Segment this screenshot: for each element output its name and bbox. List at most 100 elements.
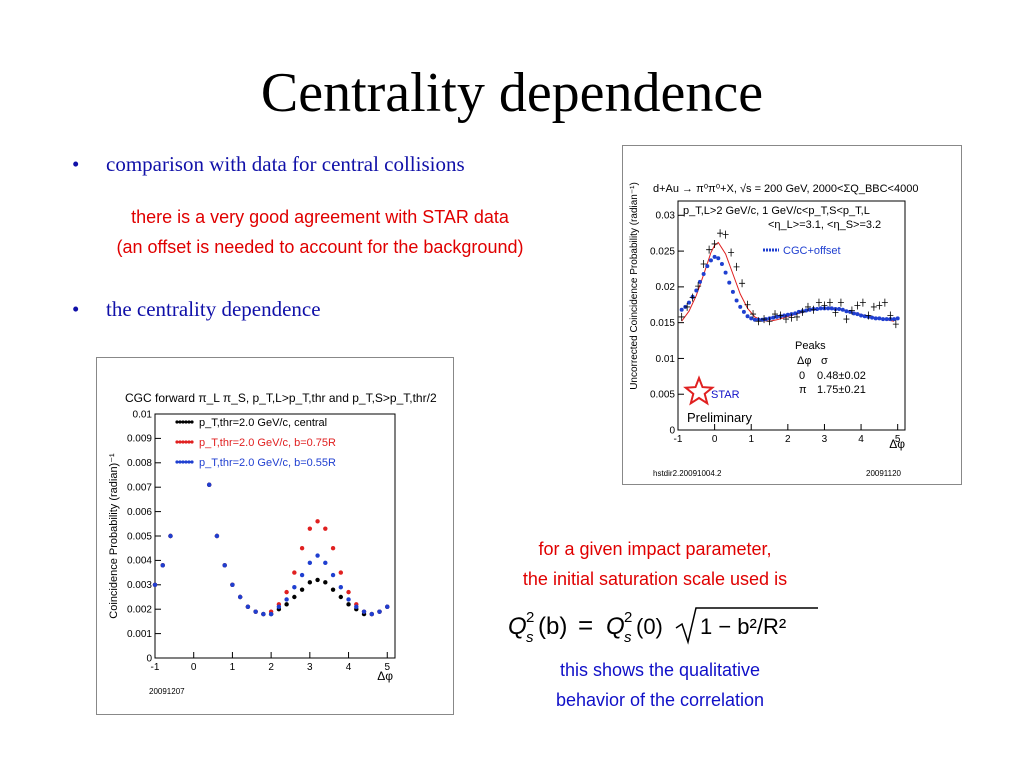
impact-line-1: for a given impact parameter,: [538, 539, 772, 559]
cgc-point: [738, 304, 743, 309]
cgc-point: [837, 307, 842, 312]
star-point: [766, 317, 773, 326]
impact-line-2: the initial saturation scale used is: [522, 569, 788, 589]
cgc-point: [752, 317, 757, 322]
peaks-header: Peaks: [795, 340, 826, 352]
cgc-point: [361, 609, 367, 614]
y-tick-label: 0.015: [650, 318, 675, 329]
star-point: [826, 298, 833, 307]
cgc-point: [152, 582, 158, 587]
footer-left: 20091207: [149, 687, 185, 696]
star-point: [843, 315, 850, 324]
bullet-dot-icon: •: [72, 297, 80, 321]
cgc-point: [315, 519, 320, 524]
cgc-point: [346, 589, 351, 595]
cgc-point: [844, 309, 849, 314]
cgc-point: [168, 533, 173, 539]
cgc-point: [299, 572, 305, 578]
cgc-point: [377, 609, 382, 614]
cgc-point: [723, 270, 728, 275]
y-tick-label: 0: [146, 653, 152, 664]
cgc-point: [237, 594, 243, 600]
cgc-point: [749, 316, 754, 321]
cgc-point: [338, 594, 344, 600]
cgc-point: [716, 256, 721, 261]
y-tick-label: 0.025: [650, 246, 675, 257]
star-point: [783, 315, 790, 324]
star-point: [777, 311, 784, 320]
cgc-point: [330, 587, 336, 592]
cgc-point: [782, 313, 787, 318]
cgc-point: [385, 604, 390, 609]
star-point: [750, 310, 757, 319]
cgc-point: [346, 602, 351, 607]
star-point: [761, 315, 768, 324]
cgc-point: [694, 288, 699, 293]
legend-label: p_T,thr=2.0 GeV/c, b=0.75R: [199, 437, 336, 449]
cgc-point: [705, 264, 710, 269]
cgc-point: [307, 580, 313, 585]
legend-label: p_T,thr=2.0 GeV/c, central: [199, 417, 327, 429]
formula-sub-lhs: s: [526, 629, 534, 646]
cgc-point: [826, 306, 831, 311]
x-tick-label: 0: [712, 434, 718, 445]
cgc-point: [330, 572, 336, 578]
star-chart-frame: -1 0 1 2 3 4 5 0 0.005 0.01 0.015 0.02 0.025 0.03 d+Au…: [622, 145, 962, 485]
star-point: [739, 279, 746, 288]
saturation-formula: Q 2 s (b) = Q 2 s (0) 1 − b²/R²: [506, 602, 826, 655]
legend-swatch: [181, 440, 185, 444]
star-point: [881, 298, 888, 307]
qualitative-line-2: behavior of the correlation: [555, 690, 765, 710]
legend-label: CGC+offset: [783, 245, 841, 257]
cgc-point: [815, 307, 820, 312]
cgc-point: [253, 609, 258, 614]
formula-q-lhs: Q: [508, 613, 527, 640]
cgc-point: [222, 563, 227, 568]
plot-area: [154, 413, 396, 659]
peaks-row-name: π: [799, 384, 807, 396]
cgc-point: [701, 271, 706, 276]
star-point: [722, 230, 729, 239]
formula-lhs-arg: (b): [538, 613, 567, 640]
chart-title: CGC forward π_L π_S, p_T,L>p_T,thr and p…: [125, 391, 437, 405]
star-point: [865, 311, 872, 320]
star-point: [804, 302, 811, 311]
cgc-point: [284, 589, 289, 595]
star-point: [876, 301, 883, 310]
star-point: [711, 239, 718, 248]
cgc-point: [230, 582, 235, 587]
star-point: [848, 306, 855, 315]
chart-subtitle-2: <η_L>=3.1, <η_S>=3.2: [768, 219, 881, 231]
peaks-col-1: Δφ: [797, 355, 811, 367]
cgc-point: [829, 306, 834, 311]
peaks-row-value: 0.48±0.02: [817, 370, 866, 382]
star-point: [700, 259, 707, 268]
x-tick-label: 3: [822, 434, 828, 445]
legend-swatch: [184, 460, 188, 464]
star-chart: -1 0 1 2 3 4 500.0050.010.0150.020.0250.03d+Au…: [629, 182, 918, 478]
star-point: [799, 307, 806, 316]
x-tick-label: 1: [748, 434, 754, 445]
cgc-point: [870, 315, 875, 320]
cgc-point: [741, 309, 746, 314]
cgc-point: [804, 308, 809, 313]
chart-subtitle-1: p_T,L>2 GeV/c, 1 GeV/c<p_T,S<p_T,L: [683, 205, 870, 217]
cgc-point: [848, 309, 853, 314]
cgc-point: [793, 311, 798, 316]
legend-swatch: [187, 460, 191, 464]
legend-swatch: [184, 440, 188, 444]
x-tick-label: 2: [268, 662, 274, 673]
cgc-point: [851, 311, 856, 316]
cgc-point: [679, 307, 684, 312]
cgc-point: [730, 289, 735, 294]
cgc-point: [840, 307, 845, 312]
cgc-point: [338, 570, 344, 575]
y-tick-label: 0.007: [127, 483, 152, 494]
formula-sup-rhs: 2: [624, 609, 632, 626]
legend-swatch: [178, 420, 182, 424]
cgc-point: [284, 602, 289, 607]
plot-area: [677, 200, 906, 431]
cgc-point: [877, 316, 882, 321]
y-tick-label: 0.009: [127, 434, 152, 445]
star-point: [892, 320, 899, 329]
